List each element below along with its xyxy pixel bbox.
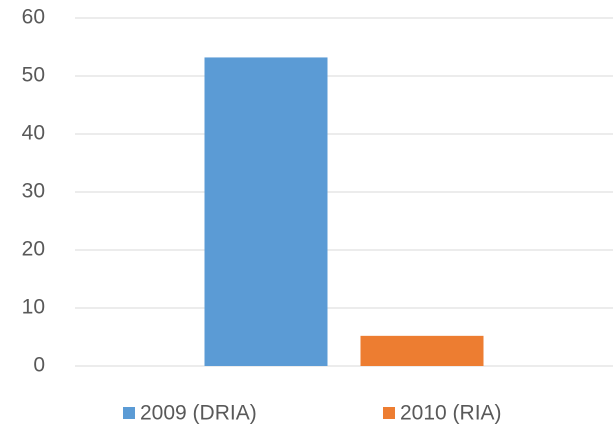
legend-swatch <box>383 407 395 419</box>
legend-label: 2009 (DRIA) <box>140 402 257 425</box>
bar <box>204 57 328 366</box>
y-tick-label: 10 <box>22 296 45 319</box>
y-tick-label: 30 <box>22 180 45 203</box>
y-tick-label: 50 <box>22 64 45 87</box>
legend-swatch <box>123 407 135 419</box>
y-tick-label: 60 <box>22 6 45 29</box>
y-tick-label: 40 <box>22 122 45 145</box>
legend-label: 2010 (RIA) <box>400 402 502 425</box>
bar <box>360 335 484 366</box>
y-tick-label: 0 <box>33 354 45 377</box>
y-tick-label: 20 <box>22 238 45 261</box>
